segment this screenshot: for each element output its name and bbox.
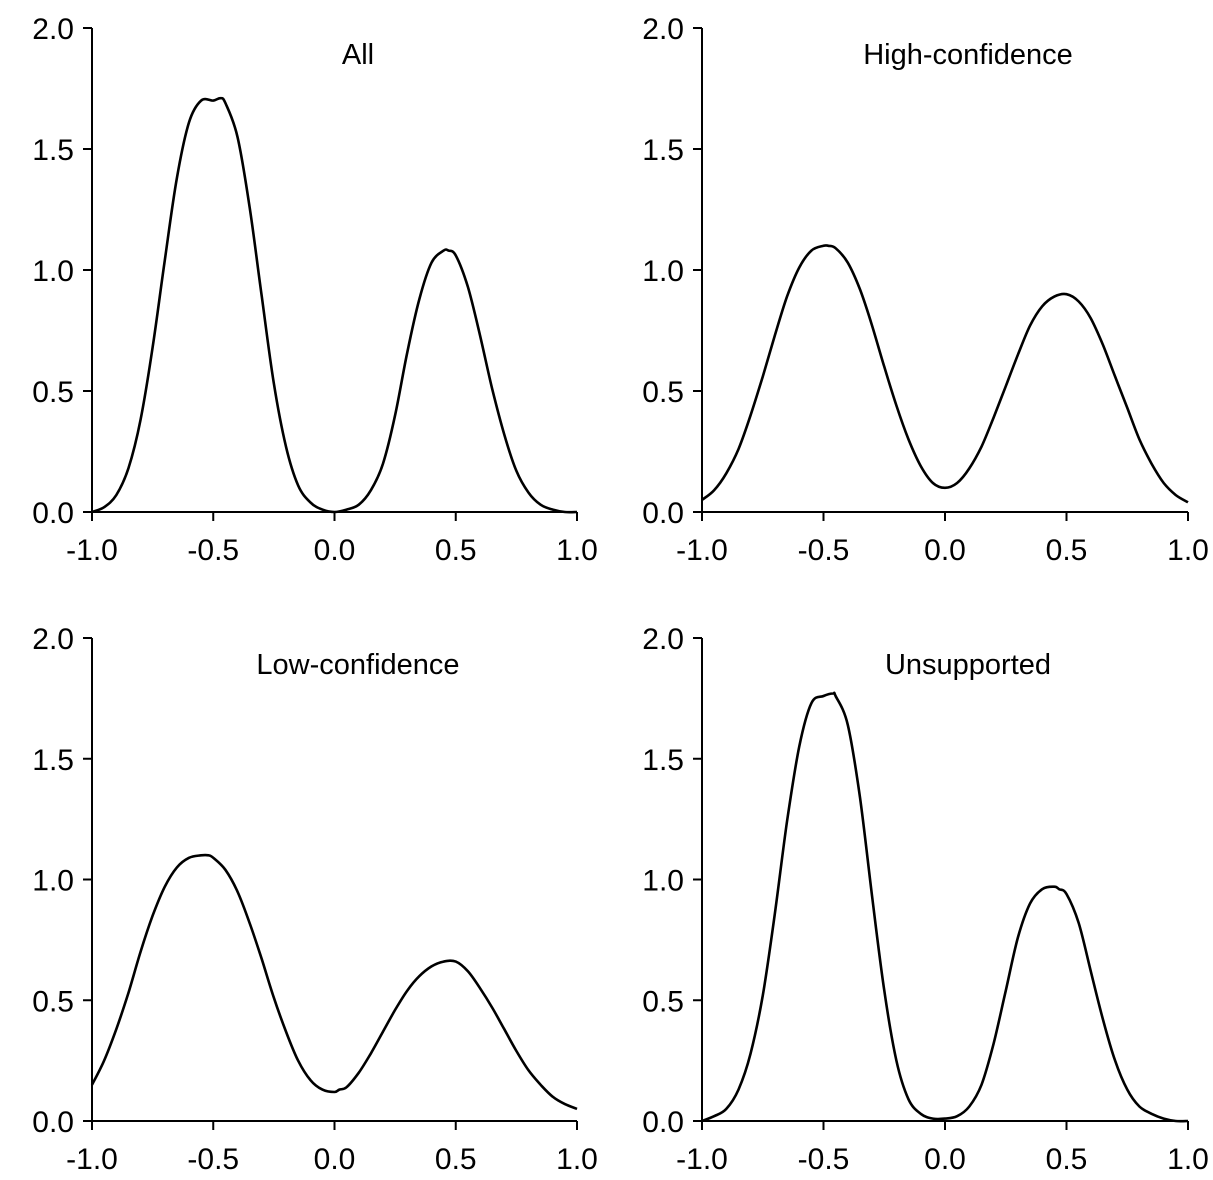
- x-tick-label: -0.5: [187, 534, 239, 567]
- y-tick-label: 0.0: [32, 1106, 74, 1139]
- panel-low-confidence: Low-confidence 0.0 0.5 1.0 1.5 2.0 -1.0 -0.5 0.…: [32, 623, 598, 1176]
- x-tick-label: 1.0: [556, 1143, 598, 1176]
- panel-title: All: [342, 39, 374, 71]
- panel-title: Low-confidence: [256, 649, 459, 681]
- y-tick-label: 1.0: [642, 255, 684, 288]
- panel-unsupported: Unsupported 0.0 0.5 1.0 1.5 2.0 -1.0 -0.5 0.0 0.…: [642, 623, 1209, 1176]
- x-tick-label: -0.5: [187, 1143, 239, 1176]
- y-tick-label: 1.5: [642, 744, 684, 777]
- y-tick-label: 1.0: [32, 865, 74, 898]
- panel-all: All 0.0 0.5 1.0 1.5 2.0 -1.0 -0.5 0.0 0.5 1.0: [32, 13, 598, 567]
- x-tick-label: 0.5: [435, 534, 477, 567]
- x-tick-label: 1.0: [1167, 1143, 1209, 1176]
- y-tick-label: 2.0: [32, 623, 74, 656]
- panel-title: Unsupported: [885, 649, 1051, 681]
- x-tick-label: 1.0: [1167, 534, 1209, 567]
- panel-high-confidence: High-confidence 0.0 0.5 1.0 1.5 2.0 -1.0 -0.5 0…: [642, 13, 1209, 567]
- series-line: [91, 96, 578, 514]
- y-tick-label: 1.5: [32, 744, 74, 777]
- y-tick-label: 2.0: [642, 13, 684, 46]
- y-tick-label: 1.0: [642, 865, 684, 898]
- x-tick-label: 0.5: [1046, 1143, 1088, 1176]
- y-tick-label: 2.0: [32, 13, 74, 46]
- x-tick-label: 0.0: [314, 1143, 356, 1176]
- y-tick-label: 2.0: [642, 623, 684, 656]
- x-tick-label: -0.5: [798, 534, 850, 567]
- y-tick-label: 0.5: [642, 985, 684, 1018]
- y-tick-label: 0.5: [642, 376, 684, 409]
- x-tick-label: -1.0: [676, 534, 728, 567]
- y-tick-label: 1.5: [32, 134, 74, 167]
- x-tick-label: 0.0: [924, 534, 966, 567]
- y-tick-label: 1.0: [32, 255, 74, 288]
- x-tick-label: 0.5: [435, 1143, 477, 1176]
- y-tick-label: 0.0: [32, 497, 74, 530]
- x-tick-label: -0.5: [798, 1143, 850, 1176]
- y-tick-label: 0.5: [32, 376, 74, 409]
- x-tick-label: 0.5: [1046, 534, 1088, 567]
- x-tick-label: -1.0: [66, 1143, 118, 1176]
- x-tick-label: 1.0: [556, 534, 598, 567]
- y-tick-label: 0.0: [642, 1106, 684, 1139]
- y-tick-label: 0.5: [32, 985, 74, 1018]
- series-line: [701, 244, 1189, 504]
- series-line: [90, 853, 578, 1111]
- panel-title: High-confidence: [863, 39, 1073, 71]
- x-tick-label: 0.0: [924, 1143, 966, 1176]
- x-tick-label: -1.0: [66, 534, 118, 567]
- x-tick-label: 0.0: [314, 534, 356, 567]
- series-line: [701, 691, 1189, 1123]
- x-tick-label: -1.0: [676, 1143, 728, 1176]
- y-tick-label: 0.0: [642, 497, 684, 530]
- y-tick-label: 1.5: [642, 134, 684, 167]
